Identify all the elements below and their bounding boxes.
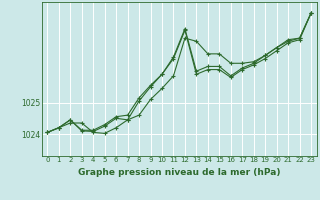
- X-axis label: Graphe pression niveau de la mer (hPa): Graphe pression niveau de la mer (hPa): [78, 168, 280, 177]
